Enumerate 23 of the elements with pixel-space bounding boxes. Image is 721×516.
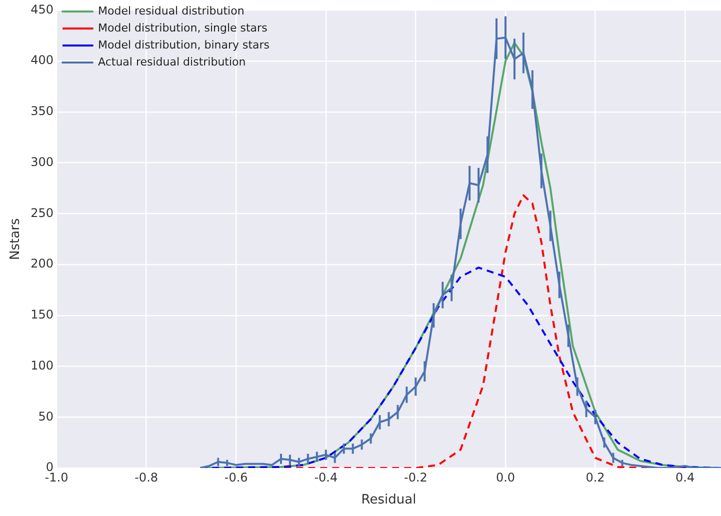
x-tick-label: 0.4: [676, 470, 695, 484]
legend-label: Model distribution, binary stars: [98, 38, 270, 52]
legend-label: Model distribution, single stars: [98, 21, 268, 34]
x-tick-label: 0.0: [496, 470, 516, 484]
legend-label: Actual residual distribution: [98, 55, 246, 68]
y-tick-label: 200: [30, 256, 54, 271]
y-tick-label: 100: [30, 358, 54, 372]
y-axis-title: Nstars: [8, 218, 24, 260]
y-tick-label: 150: [30, 308, 54, 322]
y-tick-label: 250: [30, 206, 54, 220]
y-tick-label: 350: [30, 104, 54, 118]
legend-label: Model residual distribution: [98, 4, 244, 18]
x-tick-label: -0.8: [134, 470, 158, 484]
y-tick-label: 300: [30, 154, 54, 169]
x-tick-label: -0.2: [404, 470, 428, 484]
y-tick-label: 450: [30, 2, 54, 16]
x-axis-title: Residual: [361, 492, 416, 508]
y-tick-label: 50: [38, 409, 54, 424]
x-tick-label: -0.4: [314, 470, 338, 484]
x-tick-label: -0.6: [224, 470, 248, 484]
y-tick-label: 400: [30, 53, 54, 68]
x-tick-label: 0.2: [586, 470, 605, 484]
x-tick-label: -1.0: [44, 470, 68, 484]
